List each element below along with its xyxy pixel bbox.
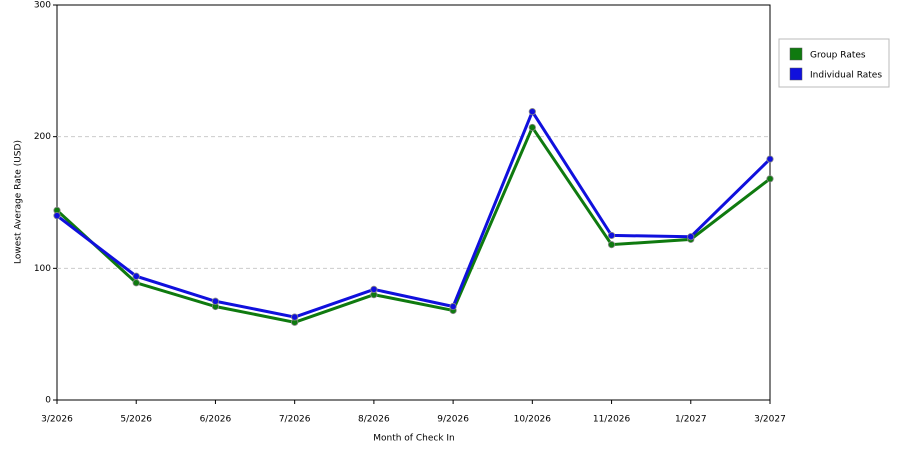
x-tick-label: 6/2026 (200, 415, 232, 425)
legend-swatch (789, 67, 803, 81)
x-tick-label: 1/2027 (675, 415, 707, 425)
data-point (766, 175, 774, 183)
data-point (607, 241, 616, 249)
y-axis-title: Lowest Average Rate (USD) (14, 140, 24, 264)
data-point (370, 285, 378, 293)
data-point (53, 212, 61, 220)
data-point (291, 313, 299, 321)
y-tick-label: 200 (34, 132, 51, 142)
x-axis-title: Month of Check In (373, 434, 455, 444)
legend-label: Individual Rates (810, 71, 882, 81)
x-tick-label: 9/2026 (437, 415, 469, 425)
legend-label: Group Rates (810, 51, 866, 61)
data-point (766, 155, 774, 163)
y-tick-label: 100 (34, 264, 51, 274)
data-point (607, 231, 616, 240)
data-point (132, 272, 140, 280)
x-tick-label: 10/2026 (514, 415, 552, 425)
legend-swatch (789, 47, 803, 61)
x-tick-label: 11/2026 (593, 415, 631, 425)
x-tick-label: 3/2026 (41, 415, 73, 425)
series-line (55, 124, 771, 324)
plot-frame (56, 4, 771, 401)
series-line (56, 108, 772, 319)
x-tick-label: 7/2026 (279, 415, 311, 425)
x-tick-label: 5/2026 (120, 415, 152, 425)
x-tick-label: 3/2027 (754, 415, 786, 425)
x-tick-label: 8/2026 (358, 415, 390, 425)
data-point (528, 108, 536, 116)
data-point (132, 279, 140, 287)
y-tick-label: 300 (34, 1, 51, 11)
data-point (687, 233, 695, 241)
data-point (528, 123, 536, 132)
y-tick-label: 0 (45, 396, 51, 406)
data-point (449, 302, 457, 311)
data-point (211, 297, 220, 305)
